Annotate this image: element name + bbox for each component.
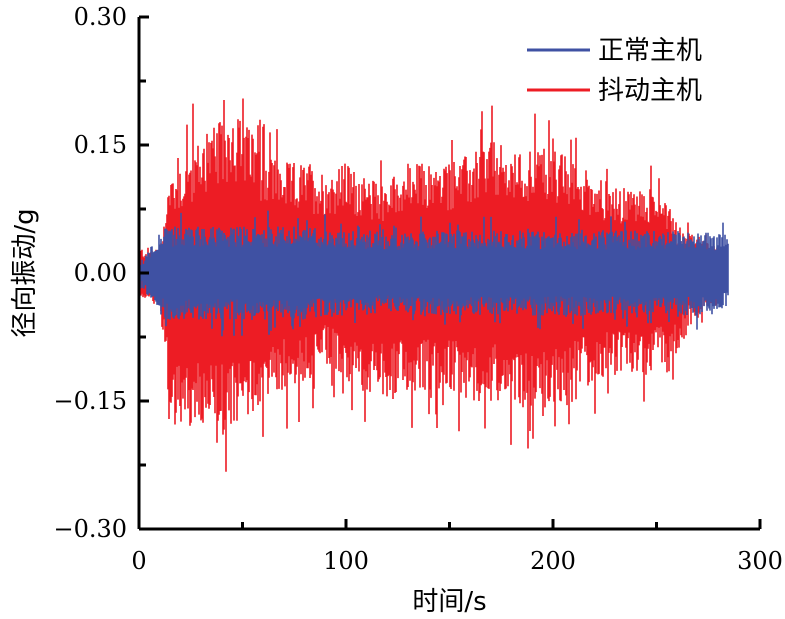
y-tick-label: 0.30 — [74, 3, 127, 31]
x-tick-label: 0 — [131, 547, 146, 575]
legend-label: 正常主机 — [598, 36, 702, 66]
x-tick-label: 200 — [530, 547, 576, 575]
legend-item: 抖动主机 — [527, 76, 702, 106]
y-tick-label: 0.00 — [74, 259, 127, 287]
x-tick-label: 100 — [323, 547, 369, 575]
labels-layer: 0.30 0.15 0.00 −0.15 −0.300 100 200 300 时间/s 径向振动… — [10, 3, 783, 617]
ticks-layer — [137, 15, 762, 531]
y-axis-title: 径向振动/g — [10, 208, 40, 337]
x-axis-title: 时间/s — [412, 587, 486, 617]
y-tick-label: 0.15 — [74, 131, 127, 159]
y-tick-label: −0.30 — [53, 515, 127, 543]
legend-item: 正常主机 — [527, 36, 702, 66]
legend-label: 抖动主机 — [598, 76, 702, 106]
x-tick-label: 300 — [737, 547, 783, 575]
y-tick-label: −0.15 — [53, 387, 127, 415]
series-layer — [138, 98, 729, 472]
